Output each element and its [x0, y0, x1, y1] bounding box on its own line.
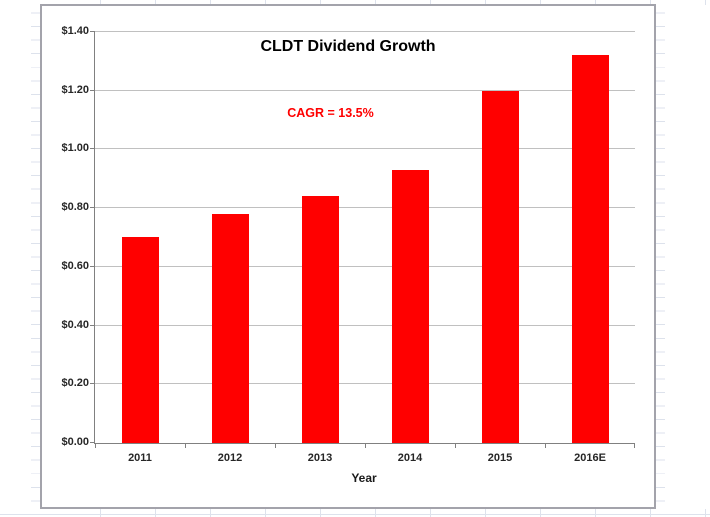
x-axis-tick [545, 443, 546, 448]
gridline [95, 266, 635, 267]
y-axis-tick [90, 90, 95, 91]
y-axis-tick [90, 148, 95, 149]
y-axis-label: $0.60 [61, 260, 89, 272]
y-axis-label: $0.20 [61, 377, 89, 389]
bar-2016E[interactable] [572, 55, 609, 443]
bar-2012[interactable] [212, 214, 249, 443]
y-axis-tick [90, 266, 95, 267]
x-axis-label: 2016E [574, 452, 606, 464]
spreadsheet-gridlines-left [31, 0, 40, 517]
x-axis-title: Year [351, 471, 377, 485]
spreadsheet-row-gridline [0, 514, 710, 515]
x-axis-tick [634, 443, 635, 448]
x-axis-label: 2011 [128, 452, 152, 464]
spreadsheet-gridlines-top [0, 0, 710, 5]
y-axis-label: $1.20 [61, 84, 89, 96]
x-axis-label: 2014 [397, 452, 423, 464]
gridline [95, 383, 635, 384]
gridline [95, 207, 635, 208]
y-axis-tick [90, 325, 95, 326]
y-axis-label: $0.40 [61, 319, 89, 331]
cagr-annotation: CAGR = 13.5% [287, 106, 374, 120]
x-axis-tick [455, 443, 456, 448]
y-axis-tick [90, 207, 95, 208]
x-axis-tick [95, 443, 96, 448]
gridline [95, 31, 635, 32]
bar-2014[interactable] [392, 170, 429, 443]
y-axis-label: $1.40 [61, 25, 89, 37]
gridline [95, 90, 635, 91]
y-axis-tick [90, 31, 95, 32]
dividend-growth-chart[interactable]: CLDT Dividend Growth CAGR = 13.5% $0.00 $… [40, 4, 656, 509]
plot-area: $0.00 $0.20 $0.40 $0.60 $0.80 $1.00 $1.20 $1.40… [61, 25, 635, 464]
y-axis-label: $0.00 [61, 436, 89, 448]
x-axis-label: 2012 [217, 452, 243, 464]
y-axis-label: $0.80 [61, 201, 89, 213]
x-axis-tick [185, 443, 186, 448]
bar-2015[interactable] [482, 91, 519, 443]
x-axis-tick [365, 443, 366, 448]
spreadsheet-gridlines-bottom [0, 509, 710, 517]
bar-2011[interactable] [122, 237, 159, 443]
gridline [95, 325, 635, 326]
chart-title: CLDT Dividend Growth [260, 38, 436, 55]
y-axis-tick [90, 442, 95, 443]
y-axis-label: $1.00 [61, 142, 89, 154]
spreadsheet-gridlines-right [656, 0, 665, 517]
gridline [95, 148, 635, 149]
x-axis-label: 2013 [307, 452, 333, 464]
x-axis-label: 2015 [487, 452, 513, 464]
bar-2013[interactable] [302, 196, 339, 443]
x-axis-tick [275, 443, 276, 448]
y-axis-tick [90, 383, 95, 384]
